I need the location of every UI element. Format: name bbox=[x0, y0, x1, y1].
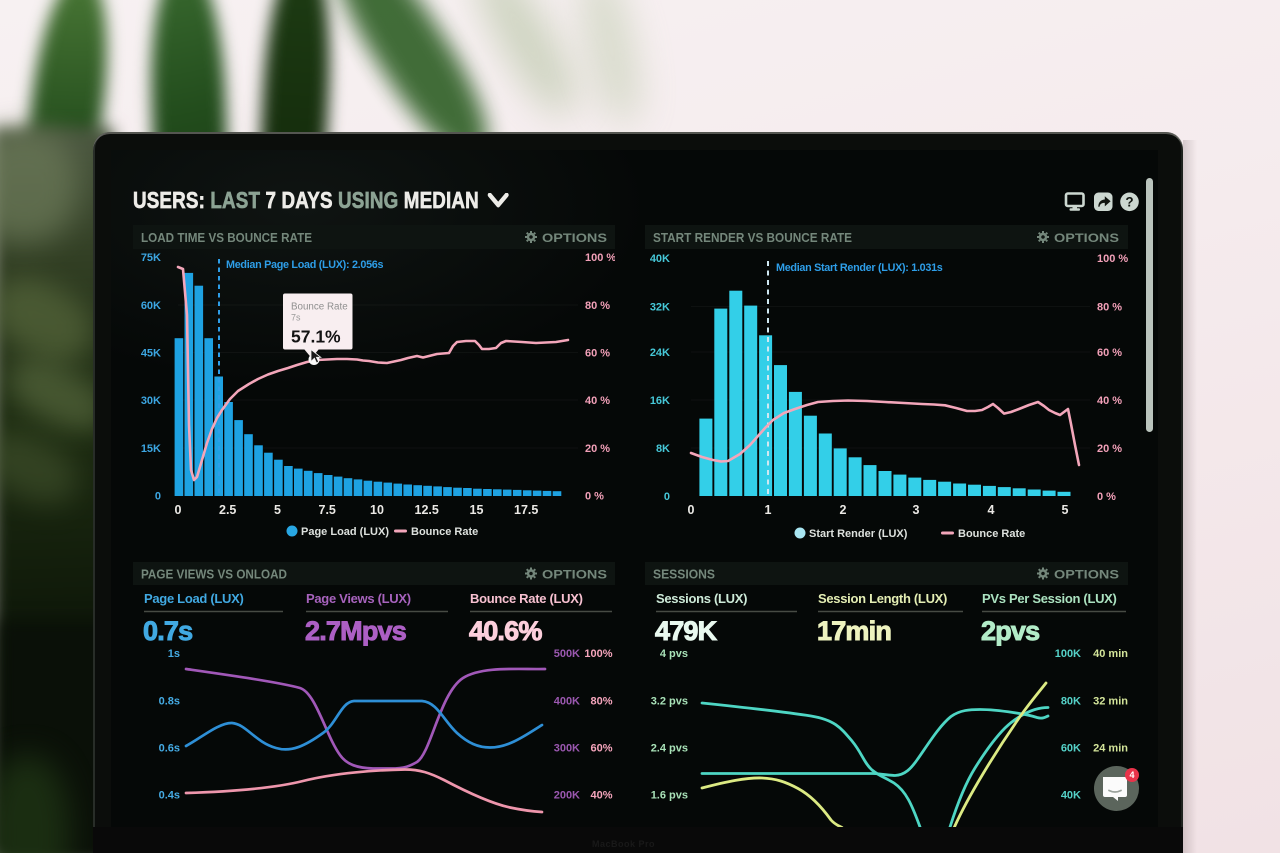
svg-text:0.6s: 0.6s bbox=[159, 743, 180, 755]
svg-text:16K: 16K bbox=[650, 395, 670, 407]
svg-text:3: 3 bbox=[913, 503, 920, 517]
svg-text:20 %: 20 % bbox=[585, 443, 610, 455]
svg-text:80 %: 80 % bbox=[1097, 302, 1122, 314]
svg-text:100 %: 100 % bbox=[585, 252, 615, 264]
svg-text:40 %: 40 % bbox=[1097, 395, 1122, 407]
svg-text:15: 15 bbox=[470, 503, 484, 517]
svg-text:500K: 500K bbox=[554, 648, 580, 660]
svg-text:Page Views (LUX): Page Views (LUX) bbox=[306, 591, 411, 606]
svg-text:START RENDER VS BOUNCE RATE: START RENDER VS BOUNCE RATE bbox=[653, 231, 852, 245]
svg-text:4: 4 bbox=[988, 503, 995, 517]
svg-text:Bounce Rate: Bounce Rate bbox=[291, 302, 348, 313]
svg-text:40%: 40% bbox=[590, 790, 612, 802]
svg-text:SESSIONS: SESSIONS bbox=[653, 568, 715, 582]
svg-text:LOAD TIME VS BOUNCE RATE: LOAD TIME VS BOUNCE RATE bbox=[141, 231, 312, 245]
svg-text:?: ? bbox=[1125, 194, 1133, 209]
svg-text:Page Load (LUX): Page Load (LUX) bbox=[301, 526, 389, 538]
svg-text:OPTIONS: OPTIONS bbox=[542, 231, 607, 245]
svg-text:30K: 30K bbox=[141, 395, 161, 407]
svg-text:OPTIONS: OPTIONS bbox=[1054, 231, 1119, 245]
svg-text:40 %: 40 % bbox=[585, 395, 610, 407]
svg-text:40.6%: 40.6% bbox=[469, 616, 542, 646]
svg-text:0: 0 bbox=[688, 503, 695, 517]
svg-text:32K: 32K bbox=[650, 302, 670, 314]
svg-text:10: 10 bbox=[370, 503, 384, 517]
svg-text:Median Page Load (LUX): 2.056s: Median Page Load (LUX): 2.056s bbox=[226, 259, 383, 271]
svg-text:PVs Per Session (LUX): PVs Per Session (LUX) bbox=[982, 591, 1117, 606]
svg-text:Page Load (LUX): Page Load (LUX) bbox=[144, 591, 244, 606]
svg-text:200K: 200K bbox=[554, 790, 580, 802]
svg-text:15K: 15K bbox=[141, 443, 161, 455]
svg-text:80%: 80% bbox=[590, 696, 612, 708]
svg-text:0: 0 bbox=[175, 503, 182, 517]
svg-text:2.5: 2.5 bbox=[219, 503, 236, 517]
svg-text:40K: 40K bbox=[1061, 790, 1081, 802]
svg-text:7s: 7s bbox=[291, 313, 301, 323]
svg-text:60 %: 60 % bbox=[585, 348, 610, 360]
svg-text:60 %: 60 % bbox=[1097, 347, 1122, 359]
svg-text:5: 5 bbox=[274, 503, 281, 517]
svg-text:100%: 100% bbox=[584, 648, 612, 660]
svg-text:Median Start Render (LUX): 1.0: Median Start Render (LUX): 1.031s bbox=[776, 262, 943, 274]
svg-text:1.6 pvs: 1.6 pvs bbox=[651, 790, 688, 802]
svg-text:Bounce Rate: Bounce Rate bbox=[958, 528, 1025, 540]
svg-text:0 %: 0 % bbox=[585, 491, 604, 503]
svg-text:OPTIONS: OPTIONS bbox=[542, 568, 607, 582]
svg-text:OPTIONS: OPTIONS bbox=[1054, 568, 1119, 582]
svg-text:Session Length (LUX): Session Length (LUX) bbox=[818, 591, 947, 606]
svg-text:17min: 17min bbox=[817, 616, 891, 646]
svg-text:Sessions (LUX): Sessions (LUX) bbox=[656, 591, 747, 606]
svg-text:1s: 1s bbox=[168, 648, 180, 660]
svg-text:0.8s: 0.8s bbox=[159, 696, 180, 708]
svg-text:2: 2 bbox=[840, 503, 847, 517]
svg-text:80 %: 80 % bbox=[585, 300, 610, 312]
svg-text:17.5: 17.5 bbox=[514, 503, 538, 517]
svg-text:Bounce Rate: Bounce Rate bbox=[411, 526, 478, 538]
svg-text:100K: 100K bbox=[1055, 648, 1081, 660]
svg-text:45K: 45K bbox=[141, 348, 161, 360]
svg-text:1: 1 bbox=[765, 503, 772, 517]
svg-text:100 %: 100 % bbox=[1097, 253, 1128, 265]
svg-text:75K: 75K bbox=[141, 252, 161, 264]
svg-text:Bounce Rate (LUX): Bounce Rate (LUX) bbox=[470, 591, 583, 606]
svg-text:8K: 8K bbox=[656, 443, 670, 455]
svg-text:PAGE VIEWS VS ONLOAD: PAGE VIEWS VS ONLOAD bbox=[141, 568, 287, 582]
svg-text:20 %: 20 % bbox=[1097, 443, 1122, 455]
svg-text:7.5: 7.5 bbox=[319, 503, 336, 517]
svg-text:0 %: 0 % bbox=[1097, 491, 1116, 503]
svg-text:60K: 60K bbox=[1061, 743, 1081, 755]
svg-text:32 min: 32 min bbox=[1093, 696, 1128, 708]
svg-text:2.4 pvs: 2.4 pvs bbox=[651, 743, 688, 755]
svg-text:57.1%: 57.1% bbox=[291, 327, 341, 347]
svg-text:24K: 24K bbox=[650, 347, 670, 359]
svg-text:2pvs: 2pvs bbox=[981, 616, 1039, 646]
svg-text:0: 0 bbox=[155, 491, 161, 503]
svg-text:40K: 40K bbox=[650, 253, 670, 265]
svg-text:4 pvs: 4 pvs bbox=[660, 648, 688, 660]
svg-text:5: 5 bbox=[1062, 503, 1069, 517]
svg-text:0.4s: 0.4s bbox=[159, 790, 180, 802]
svg-text:60K: 60K bbox=[141, 300, 161, 312]
svg-text:400K: 400K bbox=[554, 696, 580, 708]
svg-text:479K: 479K bbox=[655, 616, 718, 646]
svg-text:40 min: 40 min bbox=[1093, 648, 1128, 660]
svg-text:0.7s: 0.7s bbox=[143, 616, 192, 646]
svg-text:12.5: 12.5 bbox=[415, 503, 439, 517]
svg-text:80K: 80K bbox=[1061, 696, 1081, 708]
svg-text:24 min: 24 min bbox=[1093, 743, 1128, 755]
svg-text:300K: 300K bbox=[554, 743, 580, 755]
svg-text:0: 0 bbox=[664, 491, 670, 503]
svg-text:Start Render (LUX): Start Render (LUX) bbox=[809, 528, 908, 540]
svg-text:60%: 60% bbox=[590, 743, 612, 755]
svg-text:2.7Mpvs: 2.7Mpvs bbox=[305, 616, 406, 646]
svg-text:3.2 pvs: 3.2 pvs bbox=[651, 696, 688, 708]
